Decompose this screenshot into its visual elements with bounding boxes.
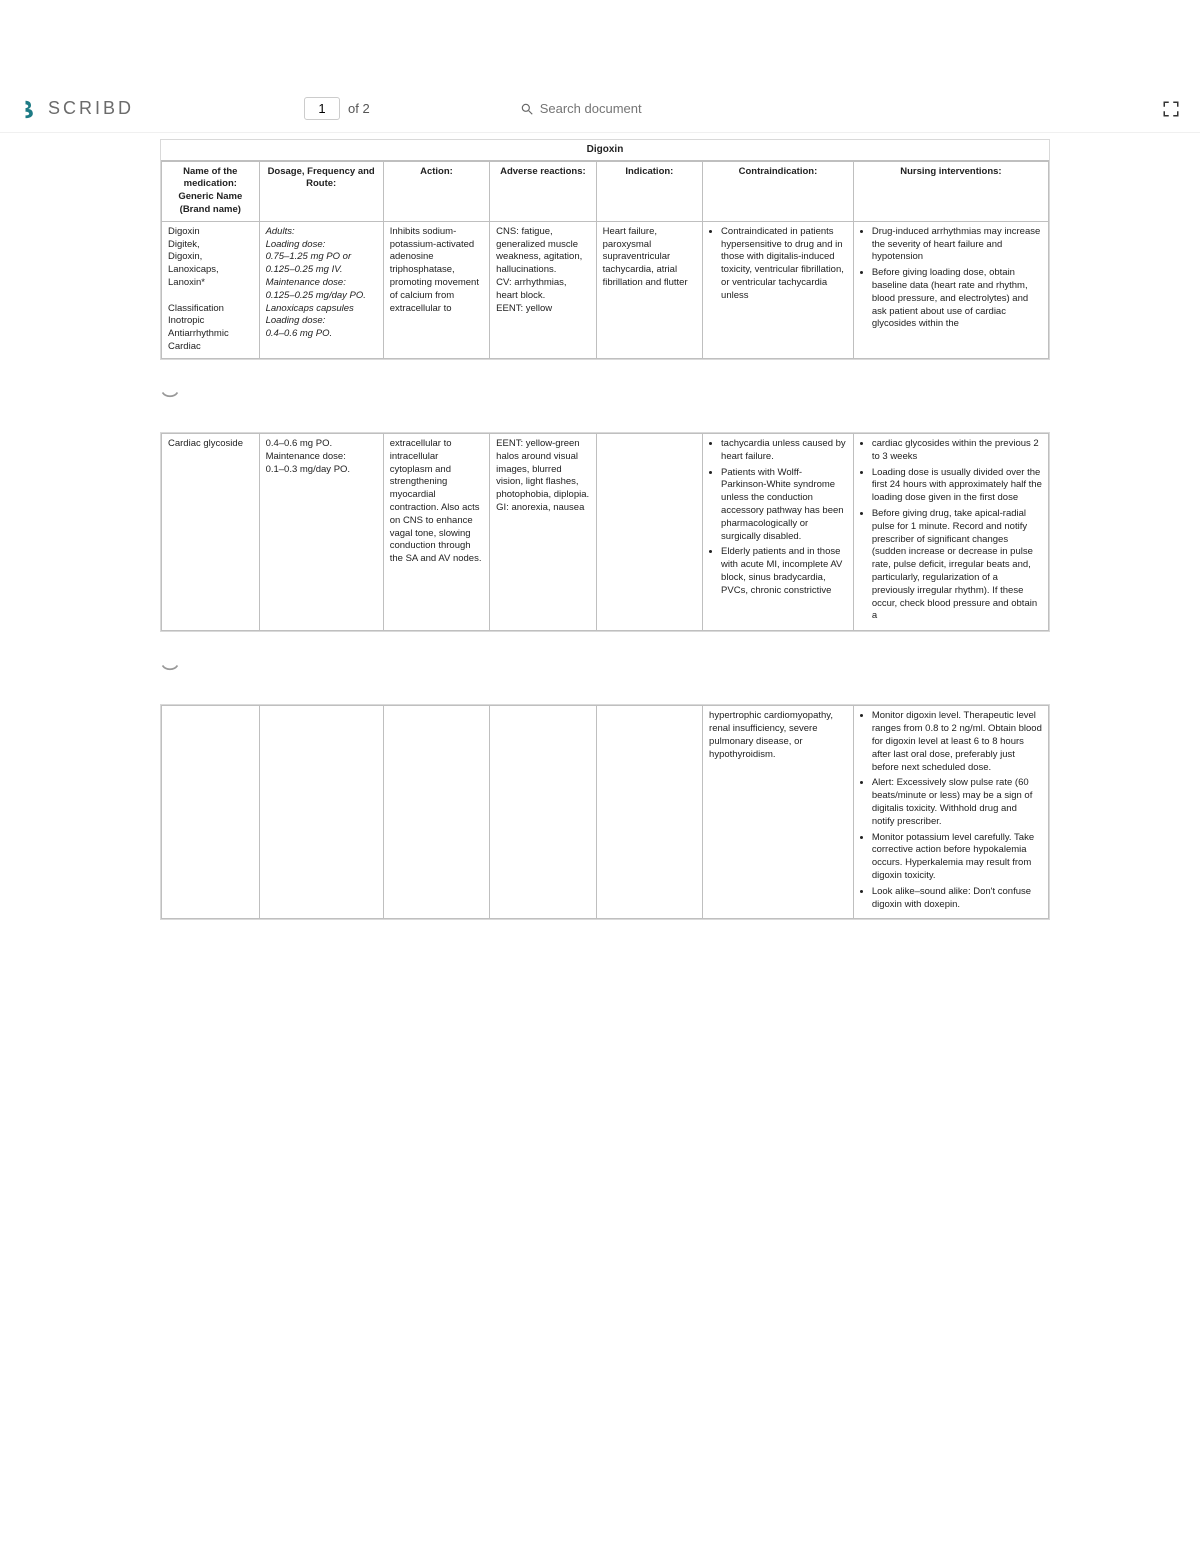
cell-nursing: Drug-induced arrhythmias may increase th…: [853, 221, 1048, 358]
cell-contra: Contraindicated in patients hypersensiti…: [703, 221, 854, 358]
cell-dosage: Adults: Loading dose: 0.75–1.25 mg PO or…: [259, 221, 383, 358]
chevron-down-icon: [160, 661, 180, 675]
cell-dosage: [259, 706, 383, 919]
cell-adverse: EENT: yellow-green halos around visual i…: [490, 433, 596, 630]
list-item: Drug-induced arrhythmias may increase th…: [872, 226, 1042, 264]
table-row: Cardiac glycoside 0.4–0.6 mg PO. Mainten…: [162, 433, 1049, 630]
list-item: Look alike–sound alike: Don't confuse di…: [872, 886, 1042, 912]
cell-action: extracellular to intracellular cytoplasm…: [383, 433, 489, 630]
brand-text: SCRIBD: [48, 98, 134, 119]
col-nursing: Nursing interventions:: [853, 161, 1048, 221]
list-item: Alert: Excessively slow pulse rate (60 b…: [872, 777, 1042, 828]
col-contra: Contraindication:: [703, 161, 854, 221]
page-gap: [0, 366, 1200, 426]
cell-indication: [596, 706, 702, 919]
col-adverse: Adverse reactions:: [490, 161, 596, 221]
search-input[interactable]: [540, 101, 680, 116]
cell-name: Cardiac glycoside: [162, 433, 260, 630]
cell-name: [162, 706, 260, 919]
table-row: hypertrophic cardiomyopathy, renal insuf…: [162, 706, 1049, 919]
table-title: Digoxin: [161, 140, 1049, 161]
page-fragment-2: Cardiac glycoside 0.4–0.6 mg PO. Mainten…: [160, 432, 1050, 632]
list-item: Monitor potassium level carefully. Take …: [872, 832, 1042, 883]
cell-contra: hypertrophic cardiomyopathy, renal insuf…: [703, 706, 854, 919]
chevron-down-icon: [160, 389, 180, 403]
scribd-icon: [20, 98, 42, 120]
page-fragment-3: hypertrophic cardiomyopathy, renal insuf…: [160, 704, 1050, 920]
cell-indication: Heart failure, paroxysmal supraventricul…: [596, 221, 702, 358]
search-icon: [520, 102, 534, 116]
page-gap: [0, 638, 1200, 698]
medication-table: Cardiac glycoside 0.4–0.6 mg PO. Mainten…: [161, 433, 1049, 631]
page-number-input[interactable]: [304, 97, 340, 120]
col-indication: Indication:: [596, 161, 702, 221]
page-total-label: of 2: [348, 101, 370, 116]
cell-dosage: 0.4–0.6 mg PO. Maintenance dose: 0.1–0.3…: [259, 433, 383, 630]
search-box[interactable]: [520, 101, 680, 116]
list-item: Contraindicated in patients hypersensiti…: [721, 226, 847, 303]
list-item: Elderly patients and in those with acute…: [721, 546, 847, 597]
list-item: Loading dose is usually divided over the…: [872, 467, 1042, 505]
scribd-logo[interactable]: SCRIBD: [20, 98, 134, 120]
list-item: tachycardia unless caused by heart failu…: [721, 438, 847, 464]
cell-contra: tachycardia unless caused by heart failu…: [703, 433, 854, 630]
medication-table: Name of the medication: Generic Name (Br…: [161, 161, 1049, 359]
col-dosage: Dosage, Frequency and Route:: [259, 161, 383, 221]
fullscreen-icon[interactable]: [1162, 100, 1180, 118]
page-fragment-1: Digoxin Name of the medication: Generic …: [160, 139, 1050, 360]
col-action: Action:: [383, 161, 489, 221]
list-item: Patients with Wolff-Parkinson-White synd…: [721, 467, 847, 544]
cell-adverse: CNS: fatigue, generalized muscle weaknes…: [490, 221, 596, 358]
document-viewport: Digoxin Name of the medication: Generic …: [0, 139, 1200, 966]
cell-adverse: [490, 706, 596, 919]
cell-name: Digoxin Digitek, Digoxin, Lanoxicaps, La…: [162, 221, 260, 358]
cell-nursing: Monitor digoxin level. Therapeutic level…: [853, 706, 1048, 919]
list-item: Before giving loading dose, obtain basel…: [872, 267, 1042, 331]
cell-action: Inhibits sodium-potassium-activated aden…: [383, 221, 489, 358]
page-indicator: of 2: [304, 97, 370, 120]
cell-nursing: cardiac glycosides within the previous 2…: [853, 433, 1048, 630]
list-item: Before giving drug, take apical-radial p…: [872, 508, 1042, 623]
list-item: cardiac glycosides within the previous 2…: [872, 438, 1042, 464]
list-item: Monitor digoxin level. Therapeutic level…: [872, 710, 1042, 774]
table-header-row: Name of the medication: Generic Name (Br…: [162, 161, 1049, 221]
col-name: Name of the medication: Generic Name (Br…: [162, 161, 260, 221]
medication-table: hypertrophic cardiomyopathy, renal insuf…: [161, 705, 1049, 919]
cell-indication: [596, 433, 702, 630]
cell-action: [383, 706, 489, 919]
toolbar: SCRIBD of 2: [0, 85, 1200, 133]
table-row: Digoxin Digitek, Digoxin, Lanoxicaps, La…: [162, 221, 1049, 358]
